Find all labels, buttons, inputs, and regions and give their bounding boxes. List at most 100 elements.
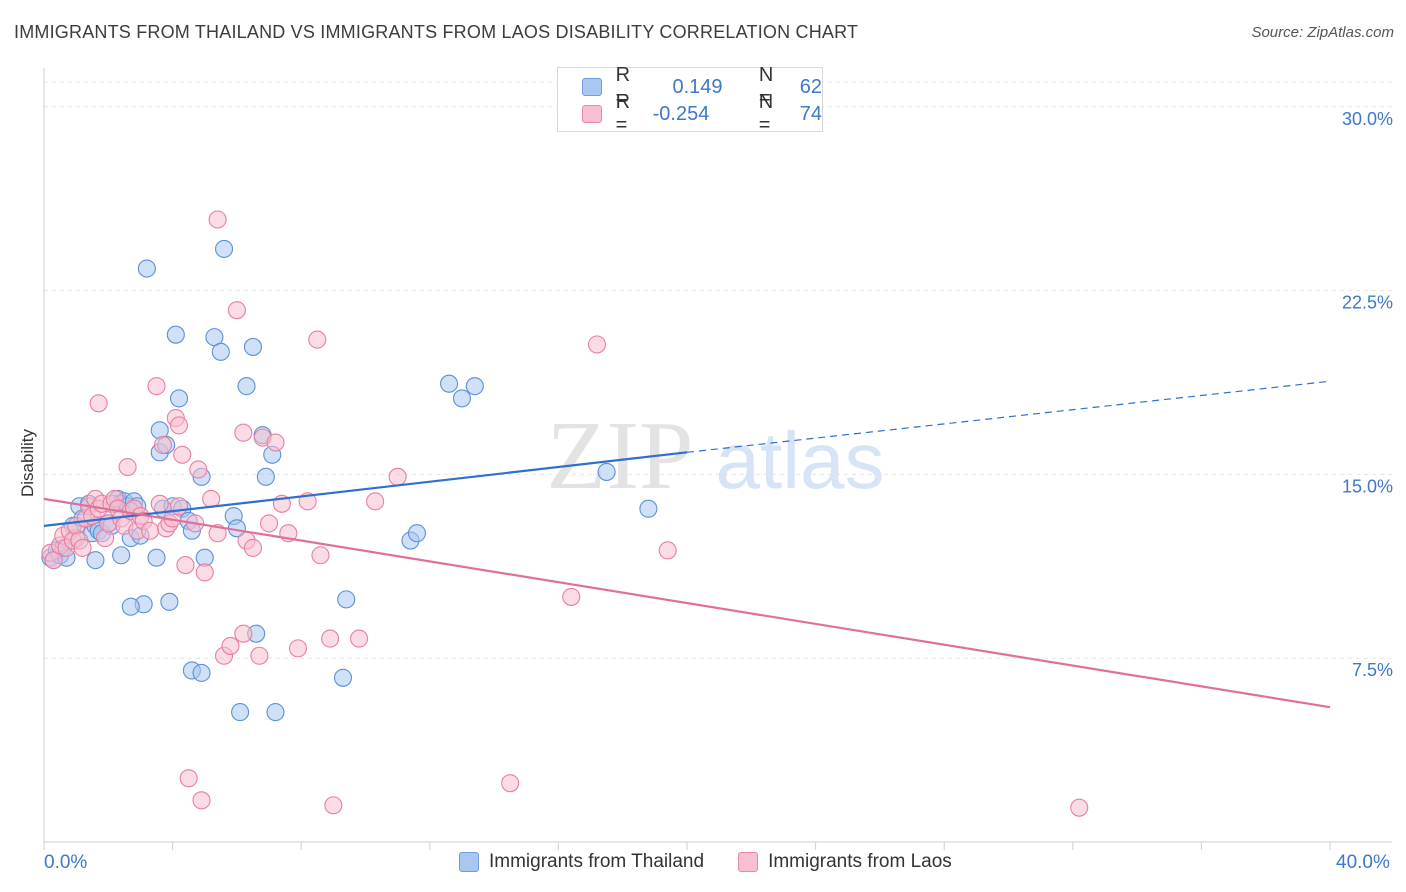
point-thailand <box>137 259 156 278</box>
y-tick-label: 15.0% <box>1342 476 1393 496</box>
point-thailand <box>112 546 131 565</box>
y-tick-label: 30.0% <box>1342 109 1393 129</box>
point-laos <box>234 624 253 643</box>
point-laos <box>195 563 214 582</box>
chart-title: IMMIGRANTS FROM THAILAND VS IMMIGRANTS F… <box>14 22 859 42</box>
point-thailand <box>231 703 250 722</box>
point-thailand <box>597 462 616 481</box>
point-laos <box>288 639 308 658</box>
point-laos <box>179 769 198 788</box>
point-thailand <box>150 421 169 440</box>
point-laos <box>366 492 385 511</box>
point-thailand <box>147 548 166 567</box>
data-points <box>41 210 1089 817</box>
legend-swatch-laos <box>738 852 759 872</box>
point-laos <box>350 629 369 648</box>
point-laos <box>147 377 166 396</box>
source-label: Source: ZipAtlas.com <box>1251 24 1394 41</box>
point-laos <box>221 636 240 655</box>
x-axis-max-label: 40.0% <box>1336 852 1390 873</box>
point-thailand <box>452 389 472 408</box>
legend-r-label: R = <box>615 91 631 136</box>
trend-lines <box>43 380 1331 709</box>
y-tick-labels: 7.5% 15.0% 22.5% 30.0% <box>1342 109 1393 680</box>
point-thailand <box>160 592 179 611</box>
point-laos <box>562 587 581 606</box>
point-laos <box>192 791 211 810</box>
legend-r-value: 0.149 <box>672 75 723 98</box>
point-thailand <box>86 551 105 570</box>
grid-lines <box>44 81 1392 659</box>
legend-swatch-thailand <box>582 78 602 96</box>
y-tick-label: 7.5% <box>1352 660 1393 680</box>
point-laos <box>173 445 192 464</box>
x-axis-min-label: 0.0% <box>44 852 88 873</box>
watermark-atlas: atlas <box>716 416 885 505</box>
series-legend: Immigrants from Thailand Immigrants from… <box>459 851 986 873</box>
legend-r-label: R = <box>615 64 631 109</box>
legend-label-laos: Immigrants from Laos <box>768 851 952 872</box>
point-laos <box>324 796 343 815</box>
point-thailand <box>211 342 230 361</box>
point-laos <box>208 524 227 543</box>
legend-row-laos: R = -0.254 N = 74 <box>582 91 822 136</box>
axes <box>43 68 1392 850</box>
point-laos <box>308 330 327 349</box>
y-tick-label: 22.5% <box>1342 293 1393 313</box>
point-laos <box>1070 798 1089 817</box>
point-thailand <box>256 467 275 486</box>
point-thailand <box>465 377 484 396</box>
legend-swatch-thailand <box>459 852 479 872</box>
point-laos <box>266 433 285 452</box>
stats-legend: R = 0.149 N = 62 R = -0.254 N = 74 <box>557 64 823 136</box>
point-laos <box>141 521 160 540</box>
point-laos <box>321 629 340 648</box>
point-thailand <box>192 663 211 682</box>
point-laos <box>227 301 246 320</box>
point-thailand <box>639 499 658 518</box>
legend-n-label: N = <box>758 64 774 109</box>
point-laos <box>234 423 253 442</box>
point-laos <box>388 467 407 486</box>
point-thailand <box>440 374 459 393</box>
point-thailand <box>407 524 426 543</box>
watermark: ZIP atlas <box>547 402 885 510</box>
point-thailand <box>169 389 189 408</box>
point-laos <box>96 529 115 548</box>
point-laos <box>243 538 263 557</box>
point-laos <box>89 394 108 413</box>
point-laos <box>176 556 195 575</box>
point-thailand <box>214 239 234 258</box>
point-thailand <box>337 590 356 609</box>
point-laos <box>73 538 92 557</box>
legend-n-label: N = <box>758 91 774 136</box>
legend-item-thailand: Immigrants from Thailand <box>459 851 704 873</box>
point-laos <box>202 489 221 508</box>
point-laos <box>208 210 227 229</box>
legend-item-laos: Immigrants from Laos <box>738 851 952 873</box>
point-thailand <box>333 668 353 687</box>
point-laos <box>250 646 269 665</box>
legend-row-thailand: R = 0.149 N = 62 <box>582 64 822 109</box>
point-laos <box>118 457 137 477</box>
legend-swatch-laos <box>582 105 602 123</box>
trend-line-thailand <box>43 451 688 527</box>
watermark-zip: ZIP <box>547 402 694 510</box>
legend-n-value: 62 <box>799 75 822 98</box>
point-laos <box>189 460 208 479</box>
point-laos <box>587 335 607 354</box>
trend-line-laos <box>43 497 1331 709</box>
point-laos <box>150 494 169 513</box>
point-laos <box>311 546 330 565</box>
point-thailand <box>243 337 263 356</box>
point-laos <box>501 774 520 793</box>
point-laos <box>169 416 189 435</box>
point-thailand <box>121 597 140 616</box>
point-thailand <box>237 377 256 396</box>
legend-label-thailand: Immigrants from Thailand <box>489 851 705 872</box>
point-laos <box>658 541 677 560</box>
legend-n-value: 74 <box>799 102 822 125</box>
legend-r-value: -0.254 <box>652 102 710 125</box>
point-laos <box>259 514 279 533</box>
